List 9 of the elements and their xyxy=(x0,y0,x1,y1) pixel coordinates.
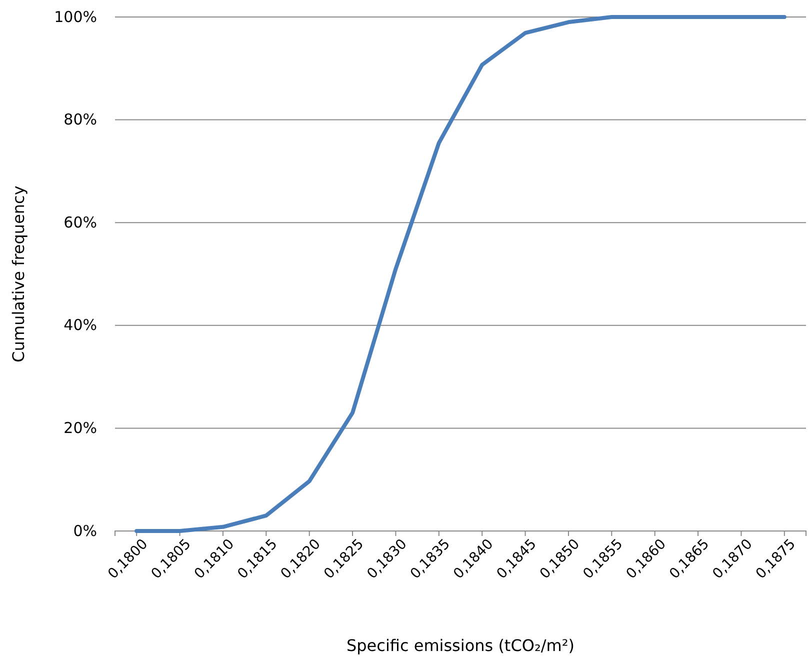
y-tick-label: 40% xyxy=(64,316,97,334)
y-tick-label: 60% xyxy=(64,213,97,232)
y-tick-label: 20% xyxy=(64,419,97,437)
y-axis-title: Cumulative frequency xyxy=(9,186,28,362)
line-series xyxy=(134,15,786,533)
y-tick-label: 0% xyxy=(73,522,97,540)
y-tick-label: 100% xyxy=(54,8,97,26)
y-tick-label: 80% xyxy=(64,110,97,129)
x-axis-title: Specific emissions (tCO₂/m²) xyxy=(346,636,575,655)
